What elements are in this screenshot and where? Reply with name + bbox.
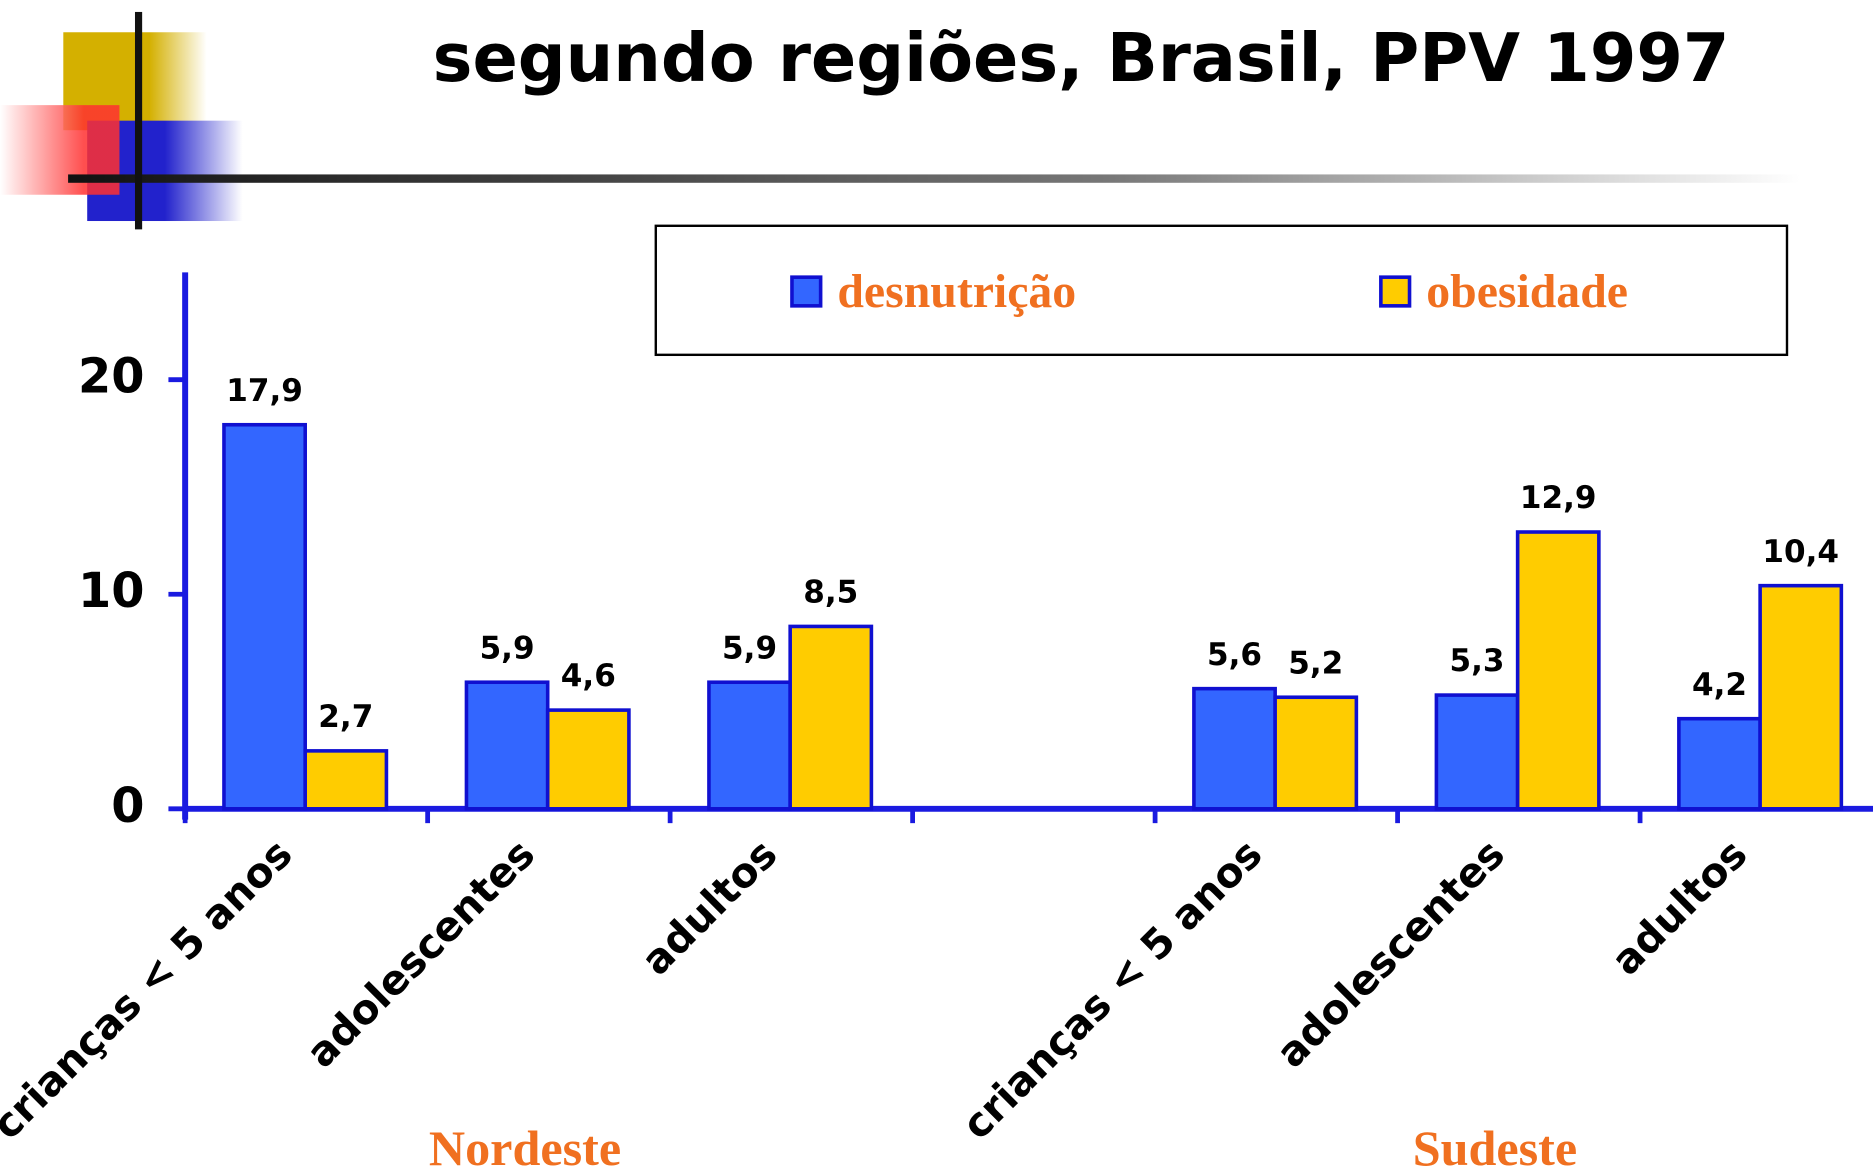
bar: [545, 708, 631, 811]
bar: [1515, 530, 1601, 811]
value-label: 12,9: [1520, 480, 1597, 516]
bar: [1273, 695, 1359, 811]
bar: [1192, 686, 1277, 811]
x-tick-label: crianças < 5 anos: [0, 830, 302, 1149]
legend-swatch: [1379, 275, 1412, 308]
value-label: 5,6: [1207, 637, 1262, 673]
bar: [303, 749, 389, 811]
bar: [788, 624, 874, 811]
bar: [1677, 716, 1762, 811]
value-label: 4,6: [561, 658, 616, 694]
legend-box: [654, 224, 1789, 357]
group-label: Sudeste: [1413, 1120, 1577, 1172]
value-label: 5,3: [1450, 643, 1505, 679]
value-label: 5,2: [1288, 645, 1343, 681]
x-tick-label: adultos: [632, 830, 787, 985]
value-label: 10,4: [1762, 534, 1839, 570]
value-label: 8,5: [803, 575, 858, 611]
bar: [707, 680, 792, 811]
bar: [222, 422, 307, 811]
x-tick-label: adultos: [1602, 830, 1757, 985]
value-label: 5,9: [480, 630, 535, 666]
bar: [464, 680, 550, 811]
bar: [1434, 693, 1520, 811]
value-label: 17,9: [226, 373, 303, 409]
legend-label: desnutrição: [837, 265, 1076, 318]
chart-title: segundo regiões, Brasil, PPV 1997: [433, 19, 1730, 97]
y-tick-label: 0: [111, 779, 144, 834]
value-label: 2,7: [318, 699, 373, 735]
bar: [1758, 583, 1844, 811]
x-tick-label: adolescentes: [1267, 830, 1514, 1077]
x-tick-label: crianças < 5 anos: [953, 830, 1272, 1149]
y-tick-label: 20: [78, 350, 144, 405]
y-tick-label: 10: [78, 564, 144, 619]
decoration: [0, 11, 1801, 230]
legend-label: obesidade: [1426, 265, 1628, 318]
x-tick-label: adolescentes: [297, 830, 544, 1077]
group-label: Nordeste: [429, 1120, 621, 1172]
value-label: 4,2: [1692, 667, 1747, 703]
legend-swatch: [790, 275, 823, 308]
value-label: 5,9: [722, 630, 777, 666]
